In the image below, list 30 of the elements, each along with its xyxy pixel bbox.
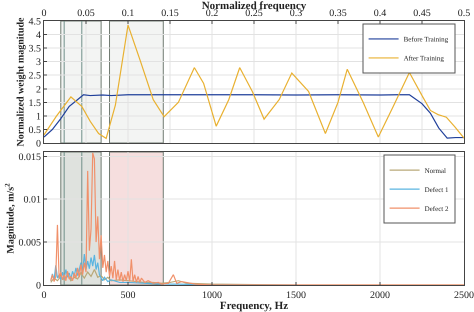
y-tick-label: 4 xyxy=(36,30,41,42)
y-tick-label: 0.015 xyxy=(18,152,41,163)
y-tick-label: 0 xyxy=(36,138,41,150)
x-tick-label: 0.2 xyxy=(206,8,218,19)
x-tick-label: 0.15 xyxy=(161,8,179,19)
y-tick-label: 2 xyxy=(36,84,41,96)
y-tick-label: 3 xyxy=(36,57,41,68)
y-tick-label: 0.01 xyxy=(24,194,41,206)
y-tick-label: 3.5 xyxy=(28,44,41,55)
x-axis-title: Frequency, Hz xyxy=(220,300,288,312)
x-tick-label: 500 xyxy=(120,290,136,301)
y-tick-label: 2.5 xyxy=(28,70,41,82)
y-tick-label: 0 xyxy=(36,280,41,292)
y-axis-title: Normalized weight magnitude xyxy=(16,17,26,146)
x-tick-label: 0.25 xyxy=(245,8,263,19)
x-tick-label: 0.35 xyxy=(329,8,347,19)
y-tick-label: 0.005 xyxy=(18,238,41,249)
y-tick-label: 0.5 xyxy=(28,124,41,136)
x-tick-label: 0.4 xyxy=(374,8,386,19)
x-tick-label: 0.1 xyxy=(122,8,134,19)
y-tick-label: 1 xyxy=(36,111,41,122)
y-tick-label: 1.5 xyxy=(28,98,41,109)
y-tick-label: 4.5 xyxy=(28,16,41,28)
x-tick-label: 2500 xyxy=(454,290,474,301)
x-tick-label: 0.5 xyxy=(458,8,470,19)
x-tick-label: 1000 xyxy=(202,290,222,301)
x-tick-label: 0.45 xyxy=(413,8,431,19)
x-tick-label: 1500 xyxy=(286,290,306,301)
x-tick-label: 2000 xyxy=(370,290,390,301)
x-tick-label: 0.05 xyxy=(77,8,95,19)
